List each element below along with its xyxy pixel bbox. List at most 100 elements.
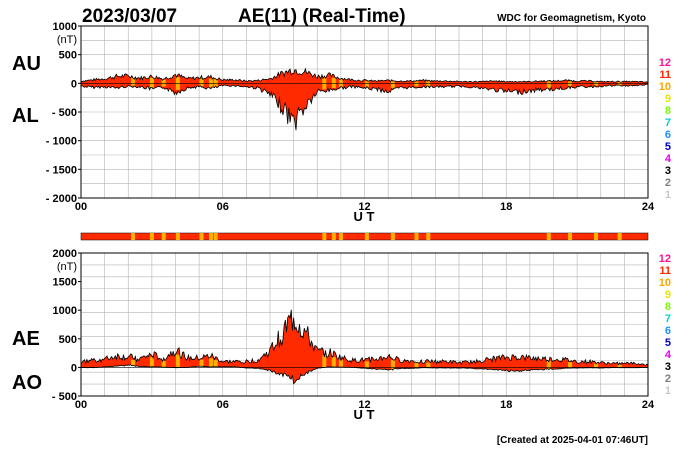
station-bar-base <box>80 232 649 241</box>
ae-ao-station-mark <box>213 360 218 367</box>
station-bar-mark <box>322 233 327 240</box>
ae-ao-y-tick-label: 1000 <box>53 305 77 317</box>
ae-ao-y-tick-label: 0 <box>71 362 77 374</box>
station-legend-label: 2 <box>665 373 671 385</box>
au-al-station-mark <box>208 78 213 88</box>
ae-label: AE <box>12 328 40 350</box>
created-timestamp: [Created at 2025-04-01 07:46UT] <box>497 435 648 446</box>
station-legend-label: 6 <box>665 129 671 141</box>
ae-ao-station-mark <box>199 359 204 367</box>
ae-ao-y-ticks: 2000 1500 1000 500 0 - 500 <box>52 248 81 403</box>
au-al-x-label: U T <box>354 209 375 224</box>
ae-ao-x-tick-label: 18 <box>500 399 512 411</box>
station-legend-label: 1 <box>665 189 671 201</box>
station-legend-label: 12 <box>659 253 671 265</box>
au-al-station-mark <box>213 79 218 87</box>
station-legend-label: 3 <box>665 165 671 177</box>
station-bar-mark <box>149 233 154 240</box>
station-bar-mark <box>546 233 551 240</box>
ae-ao-filled-area <box>81 309 648 384</box>
station-legend-label: 6 <box>665 325 671 337</box>
station-legend-label: 5 <box>665 337 671 349</box>
station-legend-label: 4 <box>665 349 672 361</box>
au-al-x-tick-label: 06 <box>217 201 229 213</box>
ae-ao-unit: (nT) <box>57 261 77 273</box>
ae-ao-station-mark <box>414 362 419 368</box>
station-legend-label: 10 <box>659 277 671 289</box>
ae-ao-x-tick-label: 24 <box>642 399 655 411</box>
au-al-x-ticks: 00 06 12 18 24 <box>75 201 655 213</box>
au-al-station-mark <box>149 77 154 88</box>
station-bar-mark <box>568 233 573 240</box>
au-al-grid <box>81 26 648 198</box>
station-bar-mark <box>338 233 343 240</box>
chart-title: AE(11) (Real-Time) <box>238 6 406 27</box>
station-legend-label: 8 <box>665 105 671 117</box>
au-al-y-ticks: 1000 500 0 - 500 - 1000 - 1500 - 2000 <box>46 21 81 205</box>
station-legend-label: 5 <box>665 141 671 153</box>
ae-ao-panel: AE AO (nT) 2000 1500 1000 500 0 - 500 00 06 12 1… <box>12 248 655 422</box>
au-al-x-tick-label: 24 <box>642 201 655 213</box>
au-al-station-mark <box>546 81 551 89</box>
au-al-x-tick-label: 18 <box>500 201 512 213</box>
au-al-y-tick-label: - 1500 <box>46 164 77 176</box>
station-legend-label: 3 <box>665 361 671 373</box>
ae-ao-x-tick-label: 12 <box>358 399 370 411</box>
ae-ao-station-mark <box>338 359 343 368</box>
au-al-station-mark <box>426 81 431 87</box>
au-al-station-mark <box>130 78 135 86</box>
ae-series-line <box>80 309 649 366</box>
ae-ao-x-ticks: 00 06 12 18 24 <box>75 399 655 411</box>
au-al-station-mark <box>594 81 599 86</box>
ae-ao-y-tick-label: 2000 <box>53 248 77 260</box>
au-label: AU <box>12 53 41 75</box>
ae-ao-station-mark <box>617 364 622 368</box>
au-al-y-tick-label: - 2000 <box>46 193 77 205</box>
station-legend-label: 9 <box>665 93 671 105</box>
ae-ao-station-mark <box>568 362 573 368</box>
station-legend-label: 1 <box>665 385 671 397</box>
al-label: AL <box>12 105 39 127</box>
ae-ao-station-mark <box>322 355 327 368</box>
ae-ao-y-tick-label: 500 <box>59 334 77 346</box>
date-title: 2023/03/07 <box>82 6 177 27</box>
ae-ao-station-mark <box>390 359 395 370</box>
station-legend-label: 7 <box>665 117 671 129</box>
station-legend-label: 11 <box>659 69 671 81</box>
ae-ao-station-mark <box>546 360 551 369</box>
station-bar-mark <box>161 233 166 240</box>
au-al-area <box>80 67 649 131</box>
ae-ao-area <box>80 309 649 385</box>
au-al-x-tick-label: 00 <box>75 201 87 213</box>
al-series-line <box>80 83 649 131</box>
station-legend-label: 4 <box>665 153 672 165</box>
au-al-y-tick-label: 500 <box>59 50 77 62</box>
ae-ao-plot-frame <box>80 252 649 397</box>
ae-ao-station-mark <box>364 361 369 369</box>
station-bar-mark <box>364 233 369 240</box>
source-label: WDC for Geomagnetism, Kyoto <box>497 13 646 24</box>
ae-ao-station-mark <box>331 357 336 368</box>
ae-ao-y-tick-label: - 500 <box>52 391 77 403</box>
station-legend-label: 2 <box>665 177 671 189</box>
ae-ao-y-tick-label: 1500 <box>53 277 77 289</box>
au-al-y-tick-label: 1000 <box>53 21 77 33</box>
station-legend-label: 12 <box>659 57 671 69</box>
ae-ao-station-mark <box>149 357 154 367</box>
ao-series-line <box>80 364 649 385</box>
ae-ao-station-mark <box>208 358 213 367</box>
station-bar-mark <box>617 233 622 240</box>
station-bar-mark <box>175 233 180 240</box>
station-legend-label: 7 <box>665 313 671 325</box>
station-bar-mark <box>414 233 419 240</box>
station-legend-label: 10 <box>659 81 671 93</box>
ae-ao-x-label: U T <box>354 407 375 422</box>
au-al-station-mark <box>414 81 419 87</box>
station-bar-mark <box>594 233 599 240</box>
au-al-x-tick-label: 12 <box>358 201 370 213</box>
au-al-panel: AU AL (nT) 1000 500 0 - 500 - 1000 - 1500 - 20… <box>12 21 655 224</box>
station-bar-mark <box>130 233 135 240</box>
